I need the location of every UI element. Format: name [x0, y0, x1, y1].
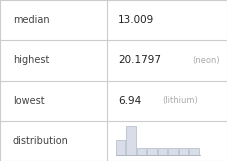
Text: median: median	[13, 15, 49, 25]
Text: 13.009: 13.009	[118, 15, 154, 25]
Bar	[126, 126, 136, 155]
Text: distribution: distribution	[13, 136, 69, 146]
Text: (lithium): (lithium)	[163, 96, 198, 105]
Bar	[189, 148, 198, 155]
Text: 20.1797: 20.1797	[118, 55, 161, 65]
Text: (neon): (neon)	[192, 56, 220, 65]
Text: 6.94: 6.94	[118, 96, 141, 106]
Bar	[147, 148, 156, 155]
Bar	[137, 148, 146, 155]
Bar	[116, 140, 125, 155]
Bar	[158, 148, 167, 155]
Text: lowest: lowest	[13, 96, 44, 106]
Text: highest: highest	[13, 55, 49, 65]
Bar	[179, 148, 188, 155]
Bar	[168, 148, 178, 155]
